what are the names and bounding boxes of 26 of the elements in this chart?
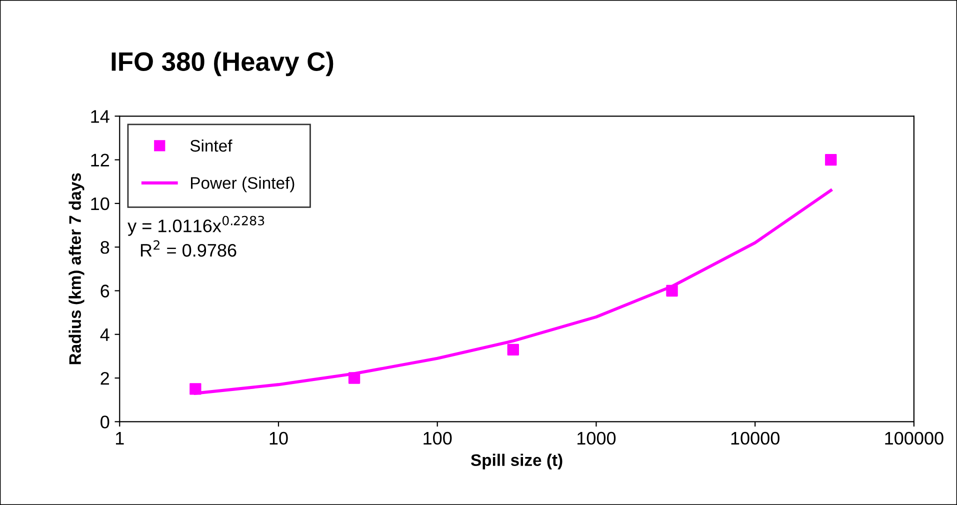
x-axis-title: Spill size (t)	[470, 454, 562, 470]
chart-title: IFO 380 (Heavy C)	[112, 52, 334, 76]
point	[190, 383, 202, 395]
y-tick-label: 2	[100, 372, 109, 385]
x-tick-label: 1	[116, 432, 124, 444]
y-tick-label: 14	[91, 110, 110, 123]
x-tick-label: 10000	[731, 432, 780, 445]
x-tick-label: 100000	[885, 432, 944, 445]
annotation: y = 1.0116x$^{0.2283}$	[128, 216, 264, 236]
y-tick-label: 12	[91, 154, 109, 166]
annotation: R$^{2}$ = 0.9786	[140, 240, 236, 257]
y-tick-label: 6	[100, 284, 110, 298]
x-tick-label: 10	[270, 432, 288, 445]
x-tick-label: 1000	[578, 432, 616, 445]
legend-label: Power (Sintef)	[190, 176, 294, 192]
y-tick-label: 0	[100, 416, 110, 428]
legend-label: Sintef	[190, 139, 232, 152]
point	[507, 344, 519, 356]
x-tick-label: 100	[424, 432, 452, 445]
y-tick-label: 4	[100, 328, 110, 341]
y-axis-title: Radius (km) after 7 days	[68, 173, 84, 364]
point	[666, 284, 678, 297]
y-tick-label: 10	[91, 197, 110, 210]
y-tick-label: 8	[100, 241, 110, 254]
point	[348, 372, 360, 384]
point	[825, 154, 837, 166]
